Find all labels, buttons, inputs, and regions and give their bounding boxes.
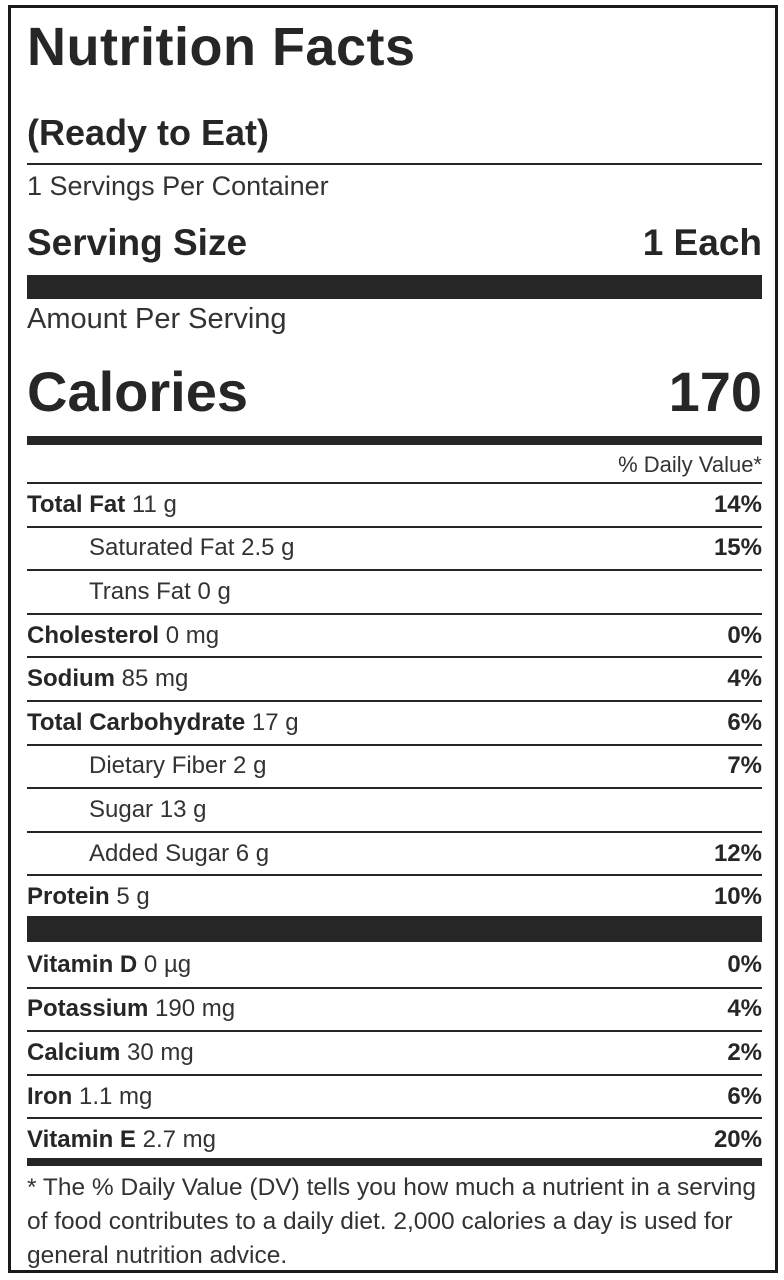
nutrient-label: Saturated Fat 2.5 g xyxy=(27,534,294,562)
serving-size-row: Serving Size 1 Each xyxy=(27,224,762,261)
divider-thick-vitamins xyxy=(27,916,762,942)
nutrient-amount: 1.1 mg xyxy=(79,1082,153,1110)
nutrient-label: Total Carbohydrate 17 g xyxy=(27,709,299,737)
nutrient-daily-value: 4% xyxy=(727,665,762,693)
nutrient-label: Added Sugar 6 g xyxy=(27,840,269,868)
nutrient-label: Protein 5 g xyxy=(27,883,150,911)
nutrient-amount: 2.5 g xyxy=(241,534,295,562)
nutrient-label: Sugar 13 g xyxy=(27,796,206,824)
nutrient-name: Vitamin D xyxy=(27,950,138,978)
nutrient-name: Saturated Fat xyxy=(89,534,235,562)
serving-size-value: 1 Each xyxy=(642,222,762,263)
nutrient-name: Cholesterol xyxy=(27,621,160,649)
serving-size-label: Serving Size xyxy=(27,222,248,263)
divider-thick xyxy=(27,275,762,299)
nutrient-amount: 2 g xyxy=(233,752,267,780)
nutrient-name: Sodium xyxy=(27,665,115,693)
nutrient-amount: 85 mg xyxy=(121,665,189,693)
nutrient-label: Vitamin D 0 µg xyxy=(27,951,191,979)
nutrient-label: Total Fat 11 g xyxy=(27,491,177,519)
nutrient-row: Saturated Fat 2.5 g 15% xyxy=(27,525,762,570)
nutrient-name: Potassium xyxy=(27,995,149,1023)
divider-thin xyxy=(27,163,762,165)
nutrient-row: Protein 5 g 10% xyxy=(27,874,762,918)
footnote: * The % Daily Value (DV) tells you how m… xyxy=(27,1174,756,1269)
nutrient-row: Vitamin D 0 µg 0% xyxy=(27,943,762,987)
amount-per-serving: Amount Per Serving xyxy=(27,303,287,335)
nutrient-label: Calcium 30 mg xyxy=(27,1039,194,1067)
nutrient-row: Vitamin E 2.7 mg 20% xyxy=(27,1117,762,1161)
divider-footnote xyxy=(27,1158,762,1166)
nutrient-daily-value: 2% xyxy=(727,1038,762,1066)
divider-medium xyxy=(27,436,762,445)
nutrient-amount: 190 mg xyxy=(155,995,236,1023)
nutrient-daily-value: 7% xyxy=(727,752,762,780)
nutrition-facts-label: Nutrition Facts (Ready to Eat) 1 Serving… xyxy=(8,5,778,1273)
nutrient-name: Iron xyxy=(27,1082,73,1110)
nutrient-amount: 0 mg xyxy=(165,621,220,649)
nutrient-name: Dietary Fiber xyxy=(89,752,227,780)
nutrient-daily-value: 6% xyxy=(727,1082,762,1110)
nutrient-row: Potassium 190 mg 4% xyxy=(27,986,762,1031)
nutrient-row: Total Fat 11 g 14% xyxy=(27,482,762,526)
nutrient-row: Added Sugar 6 g 12% xyxy=(27,830,762,875)
nutrient-row: Sodium 85 mg 4% xyxy=(27,656,762,700)
nutrient-label: Cholesterol 0 mg xyxy=(27,622,219,650)
nutrient-name: Calcium xyxy=(27,1038,121,1066)
nutrient-amount: 13 g xyxy=(159,795,207,823)
nutrient-label: Vitamin E 2.7 mg xyxy=(27,1126,216,1154)
servings-per-container: 1 Servings Per Container xyxy=(27,171,329,201)
nutrient-name: Total Carbohydrate xyxy=(27,708,246,736)
calories-label: Calories xyxy=(27,360,248,423)
nutrient-row: Iron 1.1 mg 6% xyxy=(27,1073,762,1118)
nutrient-name: Added Sugar xyxy=(89,839,230,867)
nutrient-label: Potassium 190 mg xyxy=(27,995,235,1023)
nutrient-daily-value: 6% xyxy=(727,708,762,736)
nutrient-amount: 0 g xyxy=(197,577,231,605)
label-subtitle: (Ready to Eat) xyxy=(27,112,270,153)
nutrient-daily-value: 10% xyxy=(713,883,762,911)
calories-value: 170 xyxy=(668,360,762,423)
daily-value-header: % Daily Value* xyxy=(618,452,762,477)
nutrient-row: Calcium 30 mg 2% xyxy=(27,1030,762,1074)
nutrient-amount: 30 mg xyxy=(127,1038,194,1066)
nutrient-amount: 6 g xyxy=(235,839,270,867)
nutrient-row: Cholesterol 0 mg 0% xyxy=(27,612,762,657)
nutrient-name: Protein xyxy=(27,883,110,911)
nutrient-daily-value: 0% xyxy=(727,621,762,649)
nutrient-label: Dietary Fiber 2 g xyxy=(27,752,266,780)
nutrient-row: Trans Fat 0 g xyxy=(27,569,762,613)
nutrient-row: Dietary Fiber 2 g 7% xyxy=(27,743,762,788)
nutrient-amount: 5 g xyxy=(116,883,150,911)
nutrient-daily-value: 0% xyxy=(727,950,762,978)
nutrient-amount: 17 g xyxy=(251,708,299,736)
nutrient-amount: 11 g xyxy=(131,490,177,518)
nutrient-daily-value: 12% xyxy=(713,839,762,867)
nutrient-row: Sugar 13 g xyxy=(27,787,762,831)
nutrient-label: Iron 1.1 mg xyxy=(27,1083,152,1111)
nutrient-daily-value: 14% xyxy=(713,490,762,518)
calories-row: Calories 170 xyxy=(27,364,762,420)
nutrient-daily-value: 15% xyxy=(713,534,762,562)
nutrient-name: Vitamin E xyxy=(27,1126,136,1154)
nutrient-label: Trans Fat 0 g xyxy=(27,578,231,606)
nutrient-amount: 2.7 mg xyxy=(142,1126,216,1154)
nutrient-row: Total Carbohydrate 17 g 6% xyxy=(27,700,762,744)
nutrient-name: Trans Fat xyxy=(89,577,191,605)
nutrient-amount: 0 µg xyxy=(143,950,192,978)
label-title: Nutrition Facts xyxy=(27,17,416,77)
nutrient-daily-value: 20% xyxy=(713,1126,762,1154)
nutrient-label: Sodium 85 mg xyxy=(27,665,188,693)
nutrient-name: Total Fat xyxy=(27,490,126,518)
nutrient-daily-value: 4% xyxy=(727,995,762,1023)
nutrient-name: Sugar xyxy=(89,795,154,823)
